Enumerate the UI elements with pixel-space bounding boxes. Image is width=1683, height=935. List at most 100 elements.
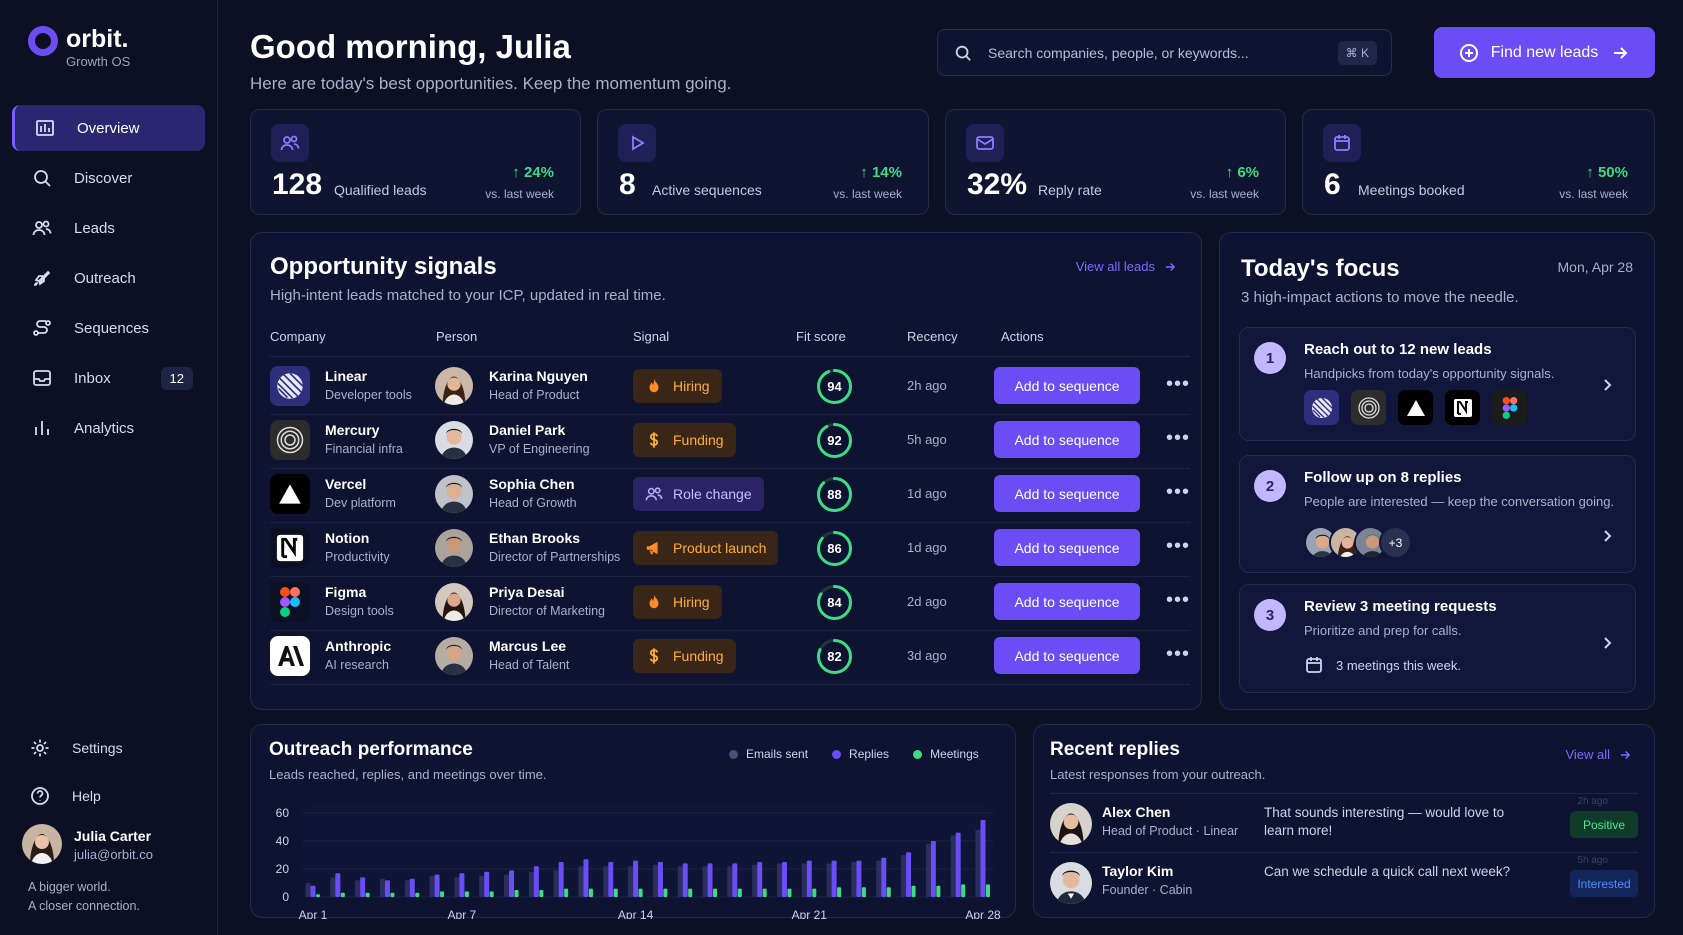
chart-bar-meetings <box>638 888 643 897</box>
user-profile[interactable]: Julia Carter julia@orbit.co <box>22 824 153 864</box>
add-to-sequence-button[interactable]: Add to sequence <box>994 583 1140 620</box>
avatar <box>435 475 473 513</box>
stat-compare: vs. last week <box>1559 187 1628 201</box>
more-options-icon[interactable]: ••• <box>1166 589 1191 611</box>
view-all-leads-link[interactable]: View all leads <box>1076 259 1177 274</box>
calendar-icon <box>1323 124 1361 162</box>
focus-task[interactable]: 1 Reach out to 12 new leads Handpicks fr… <box>1239 327 1636 441</box>
sidebar-item-leads[interactable]: Leads <box>12 205 205 251</box>
column-header[interactable]: Company <box>270 329 326 344</box>
sidebar-item-overview[interactable]: Overview <box>12 105 205 151</box>
person-title: Director of Marketing <box>489 604 606 618</box>
avatar <box>435 529 473 567</box>
person-name[interactable]: Ethan Brooks <box>489 530 581 546</box>
column-header[interactable]: Fit score <box>796 329 846 344</box>
person-name[interactable]: Karina Nguyen <box>489 368 588 384</box>
column-header[interactable]: Recency <box>907 329 958 344</box>
sidebar-item-help[interactable]: Help <box>22 774 202 818</box>
chart-bar-replies <box>633 860 639 897</box>
signal-badge: Hiring <box>633 585 722 619</box>
stat-card-qualified-leads[interactable]: 128 Qualified leads ↑ 24% vs. last week <box>250 109 581 215</box>
app-logo[interactable]: orbit. Growth OS <box>28 26 130 69</box>
add-to-sequence-button[interactable]: Add to sequence <box>994 421 1140 458</box>
y-tick-label: 0 <box>282 890 289 904</box>
add-to-sequence-button[interactable]: Add to sequence <box>994 529 1140 566</box>
company-name[interactable]: Mercury <box>325 422 380 438</box>
find-new-leads-button[interactable]: Find new leads <box>1434 27 1655 78</box>
company-name[interactable]: Notion <box>325 530 370 546</box>
person-name[interactable]: Marcus Lee <box>489 638 567 654</box>
task-description: Handpicks from today's opportunity signa… <box>1304 366 1555 381</box>
table-row[interactable]: Anthropic AI research Marcus Lee Head of… <box>270 627 1190 685</box>
view-all-replies-link[interactable]: View all <box>1565 747 1632 762</box>
panel-title: Outreach performance <box>269 739 473 760</box>
person-name[interactable]: Daniel Park <box>489 422 566 438</box>
sidebar-item-analytics[interactable]: Analytics <box>12 405 205 451</box>
company-name[interactable]: Figma <box>325 584 367 600</box>
focus-task[interactable]: 2 Follow up on 8 replies People are inte… <box>1239 455 1636 573</box>
more-options-icon[interactable]: ••• <box>1166 427 1191 449</box>
person-name[interactable]: Priya Desai <box>489 584 565 600</box>
more-options-icon[interactable]: ••• <box>1166 481 1191 503</box>
sidebar-item-label: Outreach <box>74 269 136 287</box>
more-options-icon[interactable]: ••• <box>1166 643 1191 665</box>
reply-item[interactable]: Alex Chen Head of Product · Linear That … <box>1050 793 1638 852</box>
reply-item[interactable]: Taylor Kim Founder · Cabin Can we schedu… <box>1050 852 1638 911</box>
stat-card-reply-rate[interactable]: 32% Reply rate ↑ 6% vs. last week <box>945 109 1286 215</box>
company-name[interactable]: Vercel <box>325 476 367 492</box>
help-icon <box>30 786 50 806</box>
legend-item[interactable]: Emails sent <box>729 747 808 761</box>
reply-message: That sounds interesting — would love to … <box>1264 805 1505 838</box>
search-input[interactable] <box>988 44 1318 61</box>
chart-bar-meetings <box>440 891 445 897</box>
table-row[interactable]: Vercel Dev platform Sophia Chen Head of … <box>270 465 1190 523</box>
chart-bar-replies <box>608 862 614 897</box>
company-name[interactable]: Anthropic <box>325 638 392 654</box>
task-number: 1 <box>1254 342 1286 374</box>
table-row[interactable]: Notion Productivity Ethan Brooks Directo… <box>270 519 1190 577</box>
more-options-icon[interactable]: ••• <box>1166 535 1191 557</box>
chart-bar-emails-sent <box>479 876 485 897</box>
table-row[interactable]: Linear Developer tools Karina Nguyen Hea… <box>270 357 1190 415</box>
stat-label: Reply rate <box>1038 182 1102 198</box>
table-row[interactable]: Mercury Financial infra Daniel Park VP o… <box>270 411 1190 469</box>
y-tick-label: 20 <box>276 862 290 876</box>
signal-label: Role change <box>673 486 752 502</box>
company-name[interactable]: Linear <box>325 368 368 384</box>
legend-label: Meetings <box>930 747 979 761</box>
person-name[interactable]: Sophia Chen <box>489 476 575 492</box>
column-header[interactable]: Signal <box>633 329 670 344</box>
search-icon <box>32 168 52 188</box>
legend-item[interactable]: Replies <box>832 747 889 761</box>
notion-logo-icon <box>1445 390 1480 425</box>
table-row[interactable]: Figma Design tools Priya Desai Director … <box>270 573 1190 631</box>
sidebar-item-discover[interactable]: Discover <box>12 155 205 201</box>
focus-task[interactable]: 3 Review 3 meeting requests Prioritize a… <box>1239 584 1636 693</box>
fit-score: 82 <box>827 649 842 664</box>
chart-bar-replies <box>558 862 564 897</box>
chart-bar-emails-sent <box>901 855 907 897</box>
chevron-right-icon[interactable] <box>1601 529 1615 543</box>
sidebar-item-sequences[interactable]: Sequences <box>12 305 205 351</box>
chevron-right-icon[interactable] <box>1601 378 1615 392</box>
panel-title: Today's focus <box>1241 255 1400 282</box>
sidebar-item-label: Settings <box>72 740 123 756</box>
recency: 1d ago <box>907 486 947 501</box>
vercel-logo-icon <box>270 474 310 514</box>
recency: 3d ago <box>907 648 947 663</box>
search-bar[interactable]: ⌘ K <box>937 29 1392 76</box>
stat-card-meetings-booked[interactable]: 6 Meetings booked ↑ 50% vs. last week <box>1302 109 1655 215</box>
column-header[interactable]: Person <box>436 329 478 344</box>
sidebar-item-inbox[interactable]: Inbox 12 <box>12 355 205 401</box>
stat-card-active-sequences[interactable]: 8 Active sequences ↑ 14% vs. last week <box>597 109 929 215</box>
sidebar-item-outreach[interactable]: Outreach <box>12 255 205 301</box>
panel-subtitle: Leads reached, replies, and meetings ove… <box>269 767 547 782</box>
chart-bar-emails-sent <box>504 874 510 897</box>
chevron-right-icon[interactable] <box>1601 636 1615 650</box>
legend-item[interactable]: Meetings <box>913 747 979 761</box>
more-options-icon[interactable]: ••• <box>1166 373 1191 395</box>
sidebar-item-settings[interactable]: Settings <box>22 726 202 770</box>
add-to-sequence-button[interactable]: Add to sequence <box>994 637 1140 674</box>
add-to-sequence-button[interactable]: Add to sequence <box>994 475 1140 512</box>
add-to-sequence-button[interactable]: Add to sequence <box>994 367 1140 404</box>
